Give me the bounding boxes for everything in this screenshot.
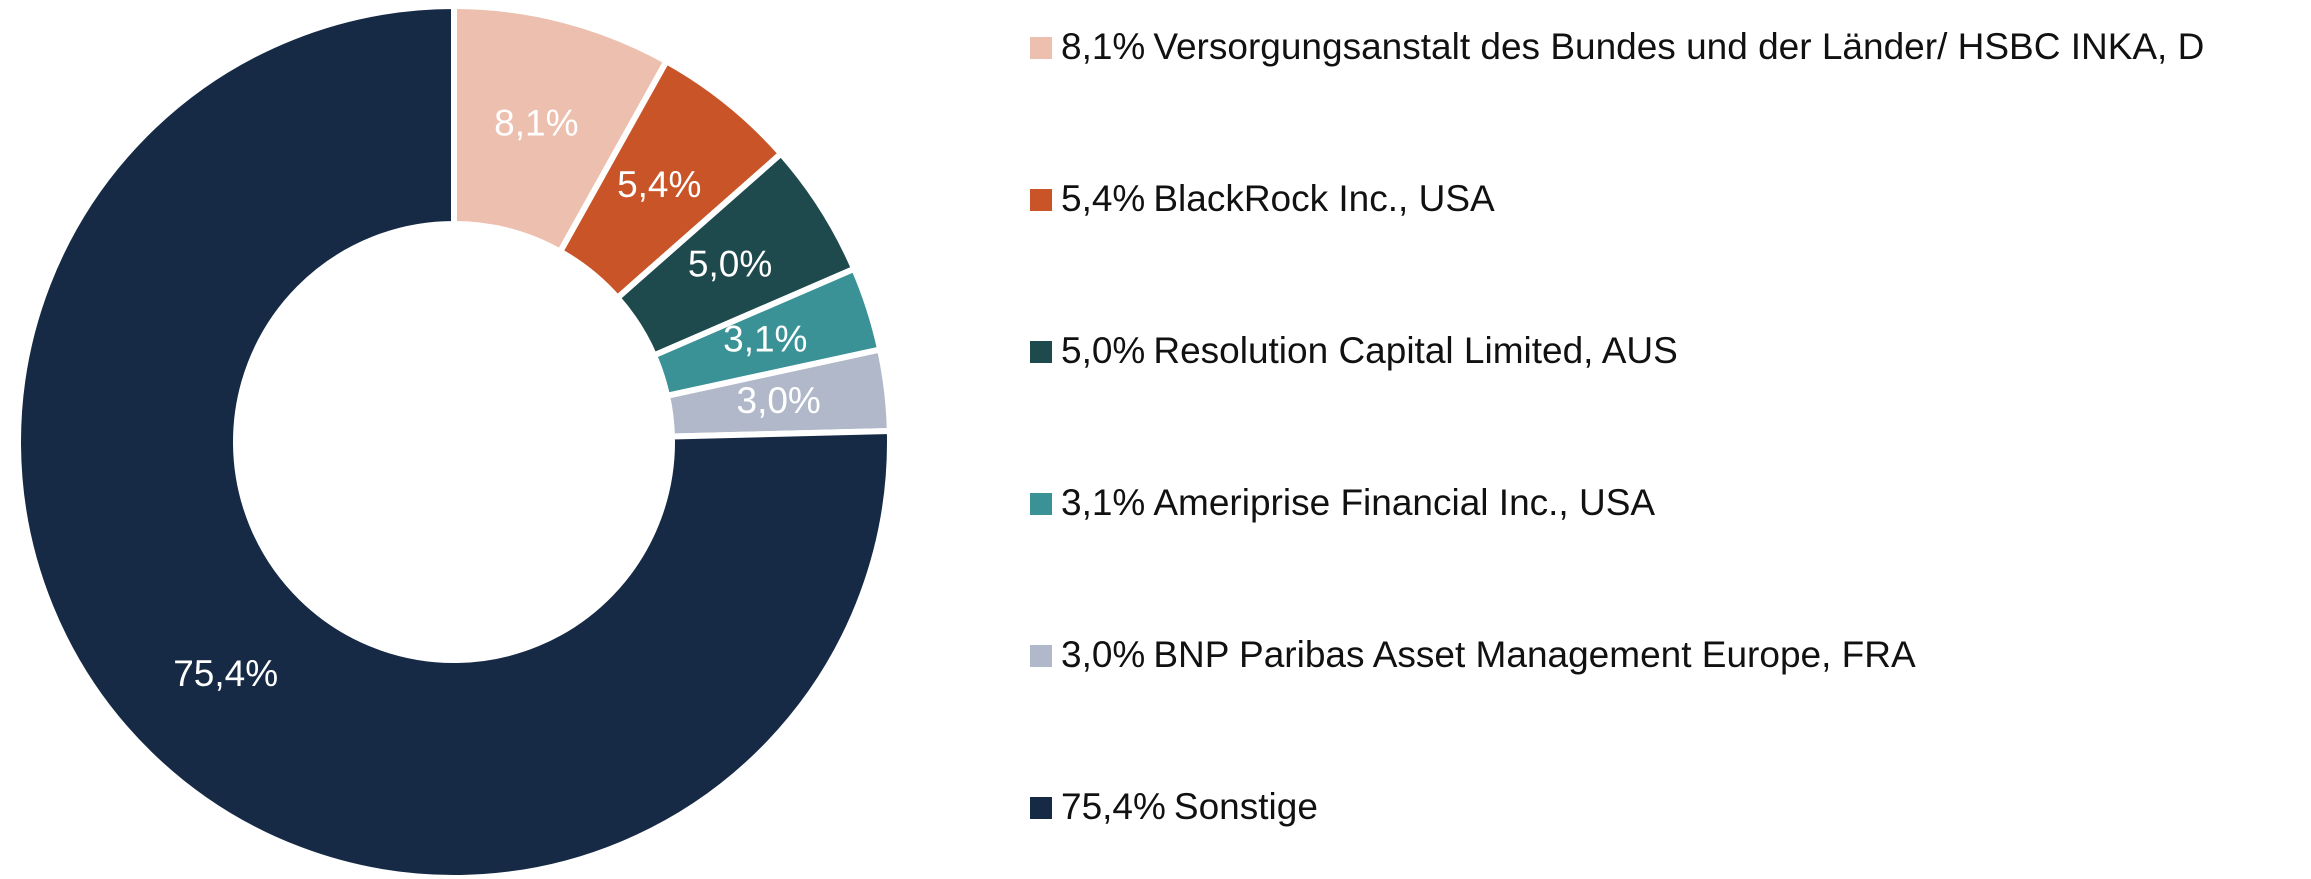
legend-value: 3,1% (1061, 482, 1145, 523)
legend-entry: 8,1% Versorgungsanstalt des Bundes und de… (1061, 26, 2204, 67)
legend-name: BNP Paribas Asset Management Europe, FRA (1153, 634, 1916, 675)
legend-name: BlackRock Inc., USA (1153, 178, 1495, 219)
legend-entry: 3,0% BNP Paribas Asset Management Europe,… (1061, 634, 1916, 675)
slice-label: 5,4% (617, 164, 701, 205)
legend-value: 3,0% (1061, 634, 1145, 675)
legend-entry: 5,0% Resolution Capital Limited, AUS (1061, 330, 1678, 371)
slice-label: 8,1% (494, 102, 578, 143)
legend-swatch (1030, 341, 1052, 363)
slice (15, 2, 893, 879)
legend-value: 5,0% (1061, 330, 1145, 371)
legend-entry: 75,4% Sonstige (1061, 786, 1318, 827)
legend-entry: 3,1% Ameriprise Financial Inc., USA (1061, 482, 1655, 523)
slice-label: 3,1% (723, 319, 807, 360)
legend-swatch (1030, 189, 1052, 211)
legend-swatch (1030, 493, 1052, 515)
legend-swatch (1030, 797, 1052, 819)
slice-label: 75,4% (173, 653, 278, 694)
legend-value: 5,4% (1061, 178, 1145, 219)
legend-value: 75,4% (1061, 786, 1166, 827)
legend-value: 8,1% (1061, 26, 1145, 67)
legend-name: Versorgungsanstalt des Bundes und der Lä… (1153, 26, 2204, 67)
slice-label: 5,0% (688, 244, 772, 285)
legend-name: Resolution Capital Limited, AUS (1153, 330, 1677, 371)
legend-swatch (1030, 37, 1052, 59)
legend-entry: 5,4% BlackRock Inc., USA (1061, 178, 1495, 219)
legend-name: Sonstige (1174, 786, 1318, 827)
slice-label: 3,0% (737, 380, 821, 421)
legend-name: Ameriprise Financial Inc., USA (1153, 482, 1655, 523)
legend-swatch (1030, 645, 1052, 667)
